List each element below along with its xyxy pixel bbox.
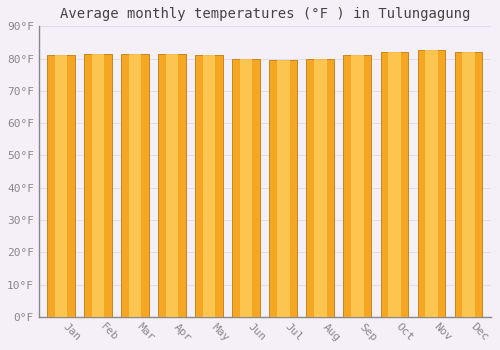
Bar (462, 52, 474, 317)
Bar (454, 52, 482, 317)
Bar (129, 54, 141, 317)
Bar (344, 55, 371, 317)
Bar (277, 60, 289, 317)
Bar (351, 55, 364, 317)
Bar (55, 55, 68, 317)
Bar (47, 55, 75, 317)
Bar (240, 58, 252, 317)
Bar (84, 54, 112, 317)
Bar (121, 54, 149, 317)
Title: Average monthly temperatures (°F ) in Tulungagung: Average monthly temperatures (°F ) in Tu… (60, 7, 470, 21)
Bar (388, 52, 400, 317)
Bar (306, 58, 334, 317)
Bar (418, 50, 446, 317)
Bar (166, 54, 178, 317)
Bar (203, 55, 215, 317)
Bar (196, 55, 223, 317)
Bar (92, 54, 104, 317)
Bar (314, 58, 326, 317)
Bar (380, 52, 408, 317)
Bar (232, 58, 260, 317)
Bar (158, 54, 186, 317)
Bar (270, 60, 297, 317)
Bar (425, 50, 438, 317)
